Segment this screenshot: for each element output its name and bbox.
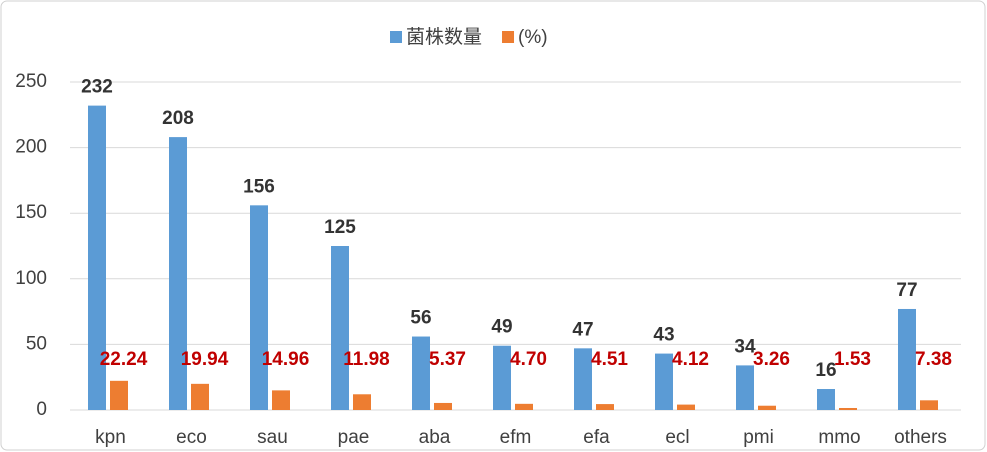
bar [736, 365, 754, 410]
y-tick-label: 250 [15, 71, 47, 92]
bar [493, 345, 511, 410]
bar [412, 336, 430, 410]
bar [817, 389, 835, 410]
y-tick-label: 200 [15, 137, 47, 158]
bar [331, 246, 349, 410]
legend-swatch [390, 31, 402, 43]
data-label: 56 [410, 308, 431, 329]
bar [655, 353, 673, 410]
data-label: 4.12 [672, 349, 709, 370]
x-tick-label: pae [338, 427, 370, 448]
data-label: 16 [815, 360, 836, 381]
data-label: 1.53 [834, 349, 871, 370]
bar [88, 105, 106, 410]
bar [574, 348, 592, 410]
data-label: 5.37 [429, 349, 466, 370]
y-tick-label: 150 [15, 202, 47, 223]
legend-label: (%) [518, 27, 548, 48]
x-tick-label: ecl [665, 427, 689, 448]
data-label: 47 [572, 319, 593, 340]
y-tick-label: 0 [36, 399, 47, 420]
data-label: 11.98 [343, 349, 390, 370]
bar [758, 405, 776, 410]
bar [515, 403, 533, 410]
x-tick-label: eco [176, 427, 207, 448]
data-label: 156 [243, 176, 275, 197]
x-tick-label: mmo [818, 427, 860, 448]
x-tick-label: efa [583, 427, 610, 448]
x-tick-label: sau [257, 427, 288, 448]
bar [596, 404, 614, 410]
data-label: 43 [653, 325, 674, 346]
y-tick-label: 100 [15, 268, 47, 289]
y-tick-label: 50 [26, 333, 47, 354]
bar [250, 205, 268, 410]
legend-label: 菌株数量 [406, 26, 482, 48]
bar [353, 394, 371, 410]
legend-swatch [502, 31, 515, 43]
data-label: 49 [491, 317, 512, 338]
data-label: 14.96 [262, 349, 310, 370]
data-label: 208 [162, 108, 194, 129]
data-label: 7.38 [915, 349, 952, 370]
bar [110, 380, 128, 410]
data-label: 22.24 [100, 349, 148, 370]
data-label: 232 [81, 77, 113, 98]
x-tick-label: kpn [95, 427, 126, 448]
x-tick-label: others [894, 427, 947, 448]
bar [272, 390, 290, 410]
data-label: 34 [734, 336, 756, 357]
data-label: 19.94 [181, 349, 229, 370]
bar [169, 137, 187, 410]
x-tick-label: pmi [743, 427, 774, 448]
data-label: 4.70 [510, 349, 547, 370]
data-label: 125 [324, 217, 356, 238]
x-tick-label: aba [419, 427, 451, 448]
data-label: 3.26 [753, 349, 790, 370]
bar [839, 407, 857, 410]
bar [677, 404, 695, 410]
bar [898, 308, 916, 410]
bar [920, 400, 938, 410]
data-label: 77 [896, 280, 917, 301]
x-tick-label: efm [500, 427, 532, 448]
data-label: 4.51 [591, 349, 628, 370]
bar [434, 402, 452, 410]
bar [191, 383, 209, 410]
